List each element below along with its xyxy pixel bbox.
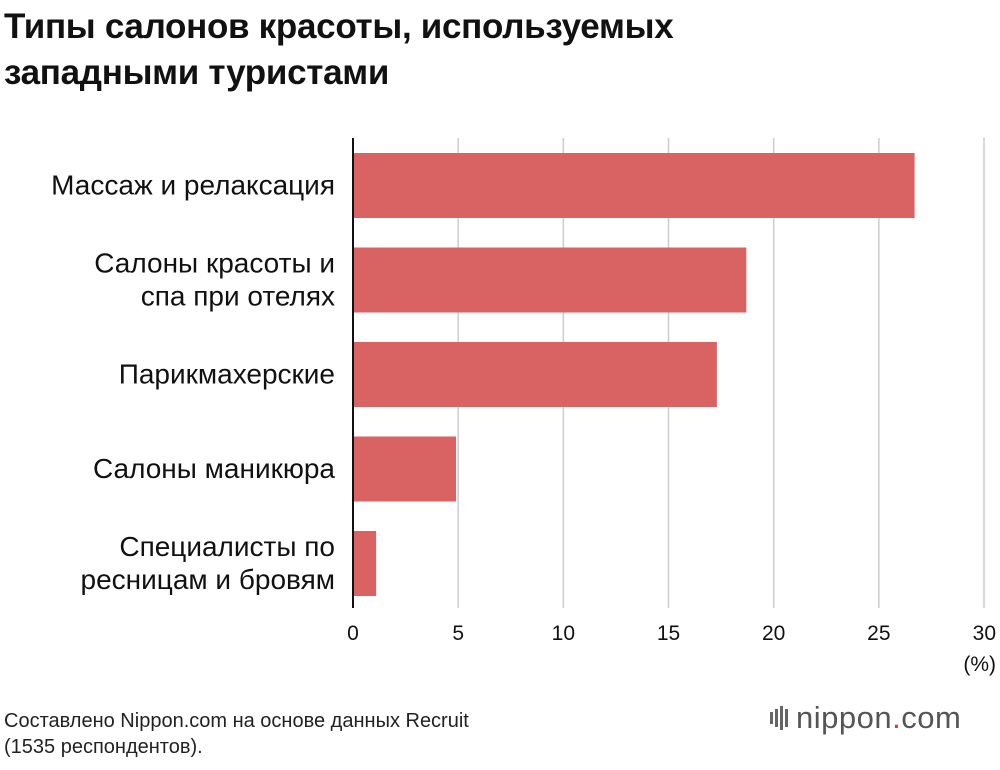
source-line-2: (1535 респондентов). (4, 736, 203, 758)
source-note: Составлено Nippon.com на основе данных R… (4, 708, 469, 760)
x-tick-label: 30 (973, 622, 996, 645)
logo-suffix: com (901, 700, 962, 735)
category-label: Салоны красоты и (94, 248, 335, 279)
nippon-logo: nippon. com (770, 700, 961, 736)
category-label: Салоны маникюра (93, 453, 335, 484)
logo-dot: . (892, 700, 902, 735)
bar-chart: 0 5 10 15 20 25 30 (%) Массаж и релаксация Салоны… (51, 138, 996, 676)
category-label: Специалисты по (119, 531, 335, 562)
bar (353, 342, 717, 407)
chart-title: Типы салонов красоты, используемых запад… (4, 4, 904, 96)
category-label: спа при отелях (141, 281, 335, 312)
bar (353, 436, 457, 502)
x-tick-label: 20 (762, 622, 785, 645)
logo-bars-icon (770, 706, 790, 730)
category-label: Массаж и релаксация (51, 170, 335, 201)
x-tick-label: 10 (552, 622, 575, 645)
x-tick-label: 25 (867, 622, 890, 645)
chart-title-line-1: Типы салонов красоты, используемых (4, 7, 674, 46)
category-label: Парикмахерские (119, 359, 335, 390)
x-unit-label: (%) (963, 653, 996, 676)
x-tick-label: 0 (347, 622, 359, 645)
bar (353, 247, 747, 313)
bar (353, 531, 377, 596)
bar (353, 153, 915, 218)
logo-name: nippon (796, 700, 893, 735)
x-tick-label: 5 (452, 622, 464, 645)
source-line-1: Составлено Nippon.com на основе данных R… (4, 710, 469, 732)
category-label: ресницам и бровям (81, 564, 335, 595)
x-tick-label: 15 (657, 622, 680, 645)
chart-title-line-2: западными туристами (4, 53, 390, 92)
